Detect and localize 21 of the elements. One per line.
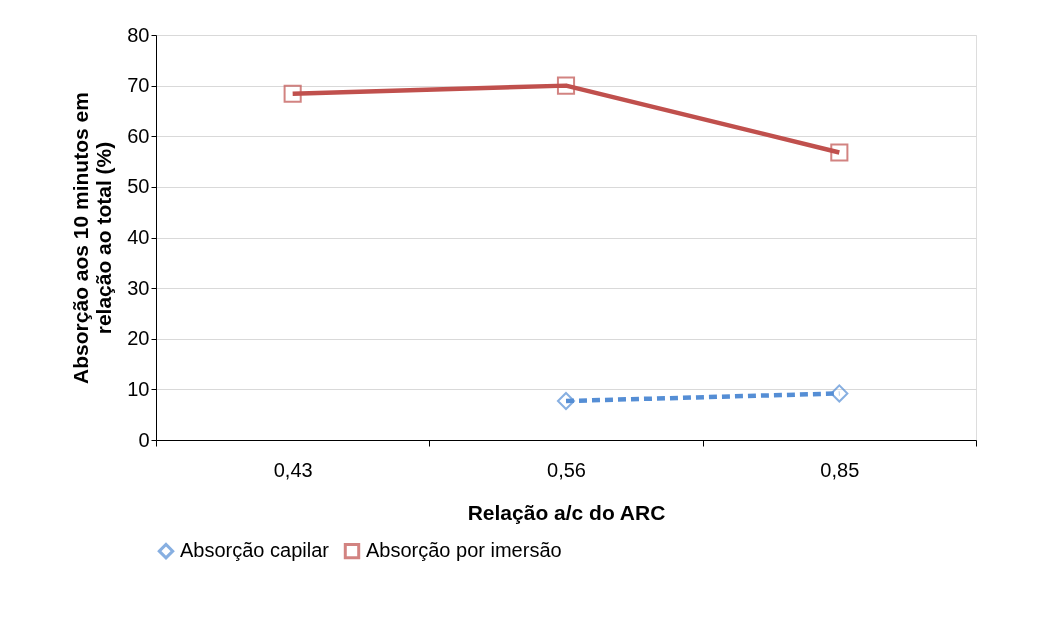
point: [556, 76, 576, 95]
y-tick-label: 40: [127, 226, 150, 248]
x-tick-label: 0,43: [273, 458, 313, 481]
y-tick-label: 20: [127, 327, 150, 350]
legend-label: Absorção por imersão: [366, 539, 562, 562]
y-tick-label: 80: [127, 23, 150, 46]
y-tick-label: 60: [127, 124, 150, 147]
point: [830, 143, 849, 162]
y-axis-title: Absorção aos 10 minutos em relação ao total (%): [69, 92, 116, 384]
y-tick-label: 30: [127, 276, 150, 299]
y-tick-label: 0: [138, 428, 150, 451]
legend-label: Absorção capilar: [180, 539, 330, 562]
point: [830, 384, 849, 403]
point: [556, 391, 576, 411]
y-tick-label: 10: [127, 377, 150, 400]
point: [283, 84, 302, 103]
y-tick-label: 70: [127, 74, 150, 97]
x-axis-title: Relação a/c do ARC: [467, 500, 666, 524]
x-tick-label: 0,56: [547, 458, 586, 481]
y-tick-label: 50: [127, 175, 150, 198]
x-tick-label: 0,85: [820, 458, 860, 481]
